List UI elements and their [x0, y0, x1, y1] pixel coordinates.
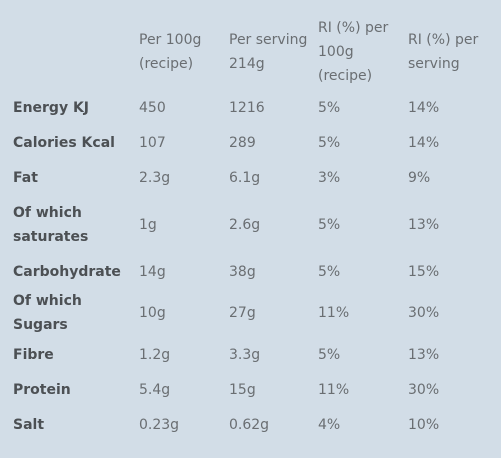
per-100g-value: 0.23g	[139, 416, 180, 433]
nutrient-label: Calories Kcal	[13, 134, 115, 151]
per-100g-value: 1g	[139, 216, 157, 233]
per-serving-value: 38g	[229, 263, 256, 280]
table-row: Fibre 1.2g 3.3g 5% 13%	[4, 337, 501, 372]
ri-serving-value: 13%	[408, 216, 440, 233]
per-100g-value: 14g	[139, 263, 166, 280]
per-100g-value: 5.4g	[139, 381, 171, 398]
nutrient-label: Protein	[13, 381, 71, 398]
header-ri-per-serving: RI (%) per serving	[408, 32, 479, 72]
table-row: Of which Sugars 10g 27g 11% 30%	[4, 289, 501, 337]
table-row: Carbohydrate 14g 38g 5% 15%	[4, 254, 501, 289]
nutrient-label: Of which saturates	[13, 204, 89, 245]
ri-serving-value: 13%	[408, 346, 440, 363]
ri-serving-value: 14%	[408, 99, 440, 116]
ri-serving-value: 30%	[408, 381, 440, 398]
nutrient-label: Carbohydrate	[13, 263, 121, 280]
ri-100g-value: 5%	[318, 263, 341, 280]
nutrient-label: Energy KJ	[13, 99, 90, 116]
nutrient-label: Fat	[13, 169, 38, 186]
ri-serving-value: 10%	[408, 416, 440, 433]
nutrient-label: Salt	[13, 416, 45, 433]
ri-100g-value: 5%	[318, 134, 341, 151]
table-row: Calories Kcal 107 289 5% 14%	[4, 125, 501, 160]
ri-100g-value: 3%	[318, 169, 341, 186]
table-row: Salt 0.23g 0.62g 4% 10%	[4, 407, 501, 442]
per-100g-value: 107	[139, 134, 166, 151]
ri-100g-value: 11%	[318, 305, 350, 321]
per-serving-value: 27g	[229, 305, 256, 321]
per-serving-value: 1216	[229, 99, 265, 116]
ri-100g-value: 11%	[318, 381, 350, 398]
per-100g-value: 10g	[139, 305, 166, 321]
header-row: Per 100g (recipe) Per serving 214g RI (%…	[4, 14, 501, 90]
per-serving-value: 6.1g	[229, 169, 261, 186]
per-serving-value: 2.6g	[229, 216, 261, 233]
header-ri-per-100g: RI (%) per 100g (recipe)	[318, 20, 389, 84]
ri-100g-value: 5%	[318, 346, 341, 363]
per-serving-value: 15g	[229, 381, 256, 398]
ri-serving-value: 30%	[408, 305, 440, 321]
header-per-100g: Per 100g (recipe)	[139, 32, 202, 72]
ri-serving-value: 9%	[408, 169, 431, 186]
ri-100g-value: 4%	[318, 416, 341, 433]
per-serving-value: 289	[229, 134, 256, 151]
table-row: Energy KJ 450 1216 5% 14%	[4, 90, 501, 125]
per-serving-value: 0.62g	[229, 416, 270, 433]
table-row: Of which saturates 1g 2.6g 5% 13%	[4, 195, 501, 254]
table-row: Protein 5.4g 15g 11% 30%	[4, 372, 501, 407]
per-100g-value: 450	[139, 99, 166, 116]
per-100g-value: 1.2g	[139, 346, 171, 363]
table-row: Fat 2.3g 6.1g 3% 9%	[4, 160, 501, 195]
per-100g-value: 2.3g	[139, 169, 171, 186]
ri-serving-value: 15%	[408, 263, 440, 280]
ri-100g-value: 5%	[318, 99, 341, 116]
ri-100g-value: 5%	[318, 216, 341, 233]
nutrient-label: Fibre	[13, 346, 54, 363]
per-serving-value: 3.3g	[229, 346, 261, 363]
header-nutrient	[4, 14, 130, 90]
nutrition-table: Per 100g (recipe) Per serving 214g RI (%…	[4, 14, 501, 442]
ri-serving-value: 14%	[408, 134, 440, 151]
header-per-serving: Per serving 214g	[229, 32, 308, 72]
nutrient-label: Of which Sugars	[13, 293, 82, 333]
